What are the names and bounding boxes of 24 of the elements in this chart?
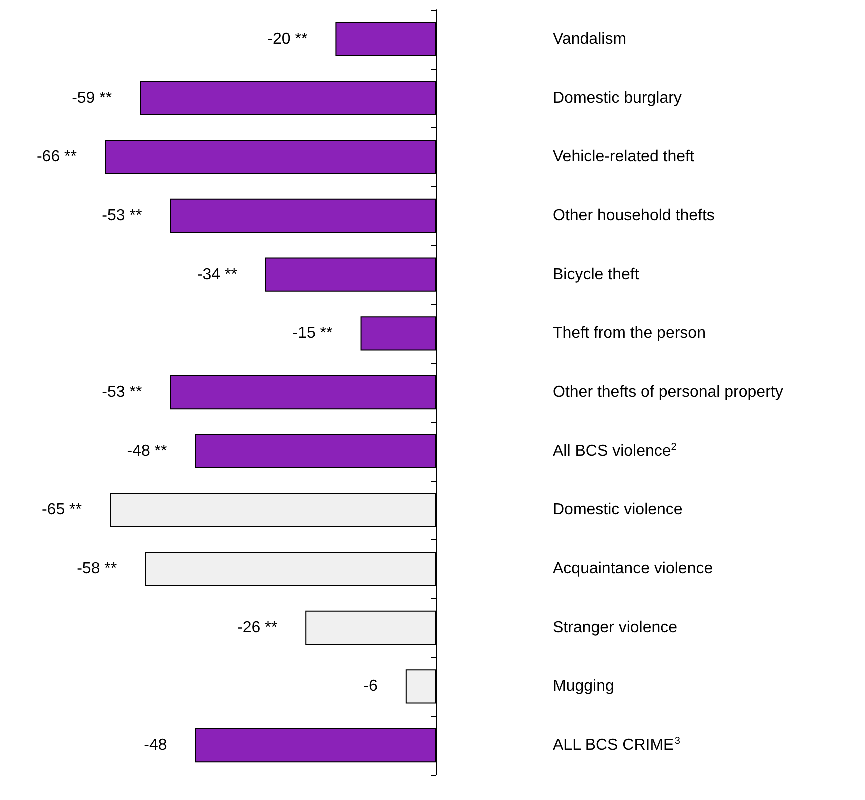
- y-tick-label: Other household thefts: [553, 207, 715, 224]
- data-label: -53 **: [102, 207, 142, 224]
- data-label: -48 **: [127, 442, 168, 460]
- y-tick-label: Stranger violence: [553, 619, 678, 636]
- y-tick-label: Theft from the person: [553, 325, 706, 342]
- y-tick-label: Bicycle theft: [553, 266, 640, 284]
- data-label: -58 **: [77, 560, 118, 578]
- y-tick-label: Acquaintance violence: [553, 560, 714, 578]
- data-label: -65 **: [42, 502, 82, 519]
- data-label: -15 **: [292, 325, 333, 342]
- data-label: -48: [144, 737, 168, 754]
- y-tick-label: Vandalism: [553, 30, 627, 48]
- data-label: -6: [364, 678, 378, 696]
- data-label: -66 **: [36, 148, 77, 166]
- data-label: -20 **: [268, 30, 308, 48]
- y-tick-label: Domestic violence: [553, 502, 683, 519]
- y-tick-label: Vehicle-related theft: [553, 148, 695, 166]
- data-label: -53 **: [102, 384, 142, 401]
- y-tick-label: Domestic burglary: [553, 90, 682, 107]
- y-tick-label: Mugging: [553, 678, 614, 696]
- data-label: -59 **: [72, 90, 112, 107]
- data-label: -34 **: [197, 266, 238, 284]
- data-label: -26 **: [238, 619, 278, 636]
- y-tick-label: Other thefts of personal property: [553, 384, 784, 401]
